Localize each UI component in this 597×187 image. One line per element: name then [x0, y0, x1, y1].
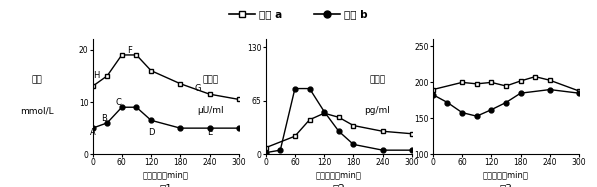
Text: mmol/L: mmol/L [20, 106, 54, 115]
Text: F: F [127, 46, 131, 55]
Text: 图1: 图1 [159, 183, 172, 187]
X-axis label: 餐后时间（min）: 餐后时间（min） [483, 170, 529, 179]
Text: 血糖: 血糖 [32, 75, 42, 84]
Text: G: G [195, 85, 201, 94]
X-axis label: 餐后时间（min）: 餐后时间（min） [316, 170, 362, 179]
Text: D: D [148, 128, 154, 137]
Text: H: H [94, 71, 100, 80]
Text: 激素乙: 激素乙 [369, 75, 385, 84]
Legend: 曲线 a, 曲线 b: 曲线 a, 曲线 b [225, 5, 372, 24]
X-axis label: 餐后时间（min）: 餐后时间（min） [143, 170, 189, 179]
Text: A: A [90, 128, 96, 137]
Text: 激素甲: 激素甲 [202, 75, 218, 84]
Text: μU/ml: μU/ml [197, 106, 223, 115]
Text: C: C [116, 98, 122, 107]
Text: E: E [207, 128, 212, 137]
Text: 图2: 图2 [333, 183, 345, 187]
Text: pg/ml: pg/ml [364, 106, 390, 115]
Text: 图3: 图3 [500, 183, 512, 187]
Text: B: B [101, 114, 107, 123]
